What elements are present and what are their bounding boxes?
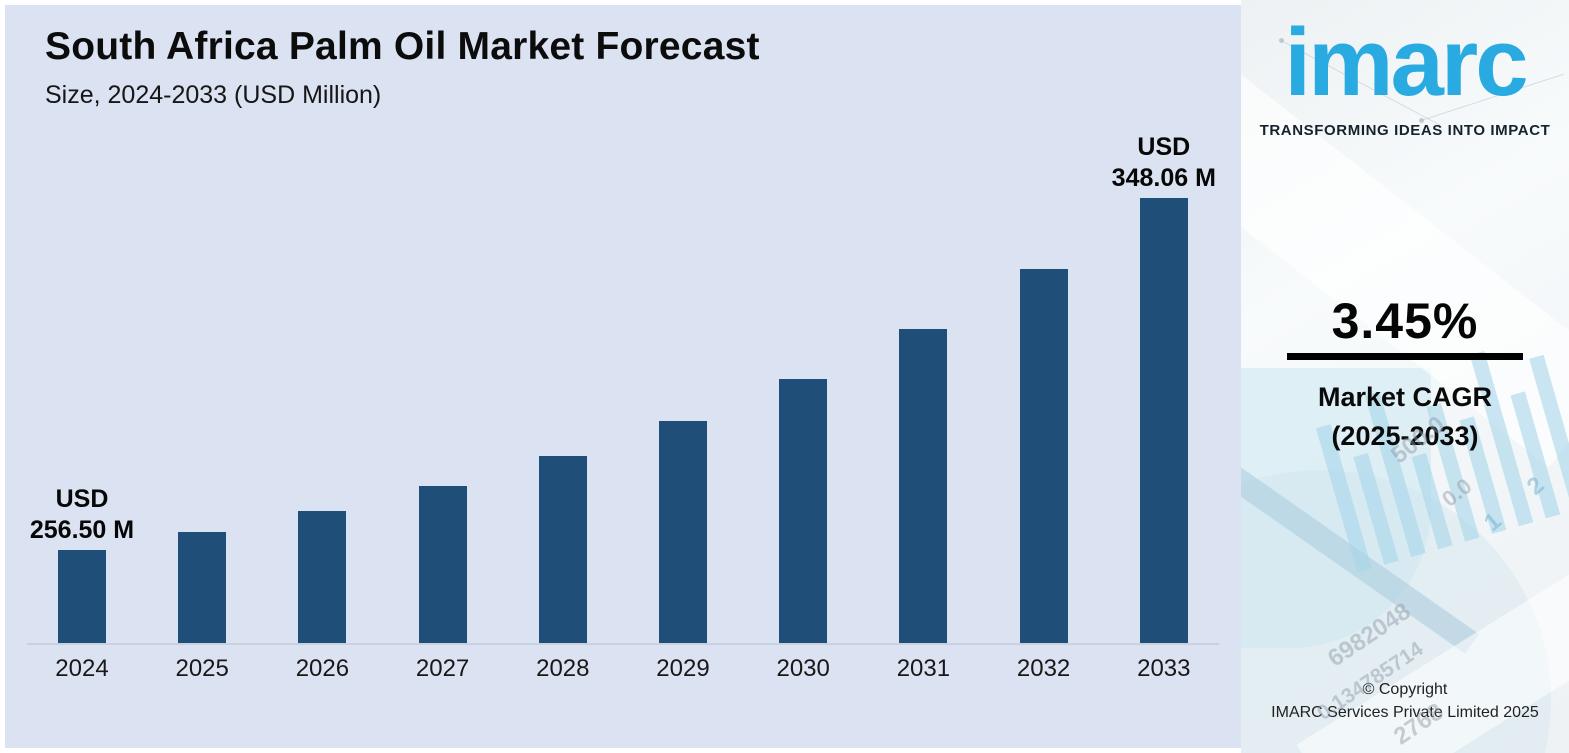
x-tick-label-2032: 2032 bbox=[1016, 655, 1071, 682]
chart-subtitle: Size, 2024-2033 (USD Million) bbox=[45, 81, 382, 109]
imarc-logo: imarc bbox=[1284, 9, 1528, 116]
copyright-text: © Copyright IMARC Services Private Limit… bbox=[1271, 681, 1539, 721]
bar-2031 bbox=[899, 329, 948, 643]
bar-chart-plot-area: 2024 2025 2026 2027 2028 2029 2030 2031 2032 2033… bbox=[5, 5, 1241, 748]
background-beam bbox=[1241, 450, 1479, 654]
bar-2027 bbox=[418, 486, 467, 643]
x-tick-label-2025: 2025 bbox=[175, 655, 229, 682]
value-label-2024: USD 256.50 M bbox=[29, 485, 135, 544]
bar-2025 bbox=[178, 532, 227, 643]
x-tick-label-2029: 2029 bbox=[656, 655, 710, 682]
x-tick-label-2033: 2033 bbox=[1137, 655, 1191, 682]
brand-tagline: TRANSFORMING IDEAS INTO IMPACT bbox=[1259, 122, 1551, 139]
background-mini-bar bbox=[1411, 452, 1453, 550]
x-tick-label-2026: 2026 bbox=[295, 655, 350, 682]
background-number: 0.0 bbox=[1437, 473, 1477, 512]
value-label-2033: USD 348.06 M bbox=[1111, 133, 1216, 192]
x-axis-line bbox=[27, 643, 1219, 645]
cagr-divider bbox=[1287, 353, 1523, 360]
x-tick-label-2028: 2028 bbox=[536, 655, 590, 682]
chart-panel: South Africa Palm Oil Market Forecast Si… bbox=[5, 5, 1241, 748]
cagr-label: Market CAGR (2025-2033) bbox=[1317, 382, 1493, 451]
bar-2030 bbox=[779, 379, 828, 643]
x-tick-label-2027: 2027 bbox=[415, 655, 470, 682]
bar-2028 bbox=[538, 456, 587, 643]
bar-2033 bbox=[1139, 198, 1188, 643]
x-tick-label-2031: 2031 bbox=[896, 655, 951, 682]
bar-2026 bbox=[298, 511, 347, 643]
x-tick-label-2024: 2024 bbox=[55, 655, 109, 682]
x-tick-label-2030: 2030 bbox=[776, 655, 830, 682]
bar-2032 bbox=[1019, 269, 1068, 643]
bar-2024 bbox=[58, 550, 106, 643]
background-number: 6982048 bbox=[1323, 597, 1416, 673]
brand-panel: imarc TRANSFORMING IDEAS INTO IMPACT 3.4… bbox=[1241, 0, 1569, 753]
bar-2029 bbox=[659, 421, 707, 643]
page-title: South Africa Palm Oil Market Forecast bbox=[45, 25, 760, 68]
background-mini-bar bbox=[1353, 453, 1399, 565]
cagr-value: 3.45% bbox=[1331, 293, 1479, 349]
